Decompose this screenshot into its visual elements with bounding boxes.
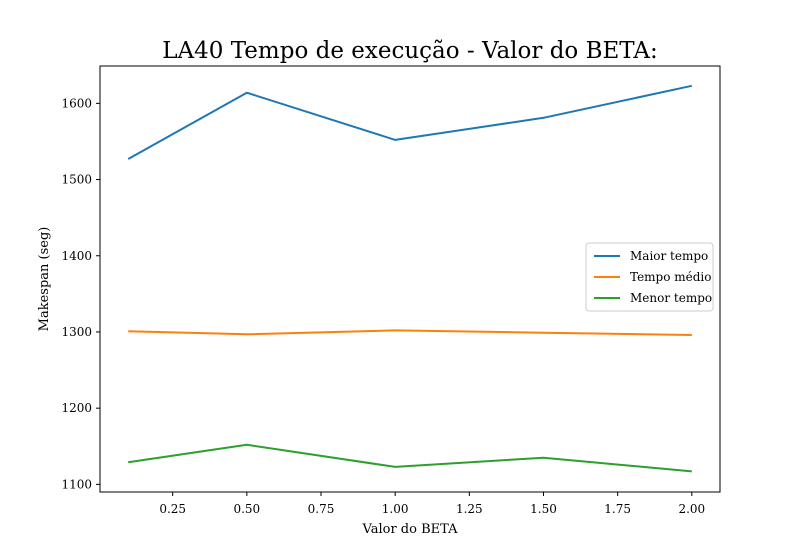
x-tick-label: 0.50 [233,502,260,516]
y-tick-label: 1300 [61,325,92,339]
y-tick-label: 1500 [61,173,92,187]
series-line-2 [128,443,692,473]
x-tick-label: 0.75 [308,502,335,516]
legend-label-0: Maior tempo [630,249,708,263]
x-tick-label: 1.50 [530,502,557,516]
y-tick-label: 1600 [61,96,92,110]
series-line-0 [127,84,693,160]
x-tick-label: 1.25 [456,502,483,516]
series-line-1 [128,329,692,336]
chart-title: LA40 Tempo de execução - Valor do BETA: [162,38,657,64]
axes-frame [99,65,721,493]
x-tick-label: 1.00 [382,502,409,516]
y-tick-label: 1400 [61,249,92,263]
y-axis-label: Makespan (seg) [37,227,52,332]
plot-area: 0.25 0.50 0.75 1.00 1.25 1.50 1.75 2.00 1100 1200… [61,65,721,516]
legend-label-1: Tempo médio [630,270,712,284]
legend-box [585,242,714,312]
x-axis-label: Valor do BETA [362,522,459,537]
x-tick-label: 1.75 [604,502,631,516]
x-tick-label: 2.00 [678,502,705,516]
x-tick-label: 0.25 [159,502,186,516]
y-tick-label: 1200 [61,401,92,415]
y-tick-label: 1100 [61,477,92,491]
legend-label-2: Menor tempo [630,291,712,305]
